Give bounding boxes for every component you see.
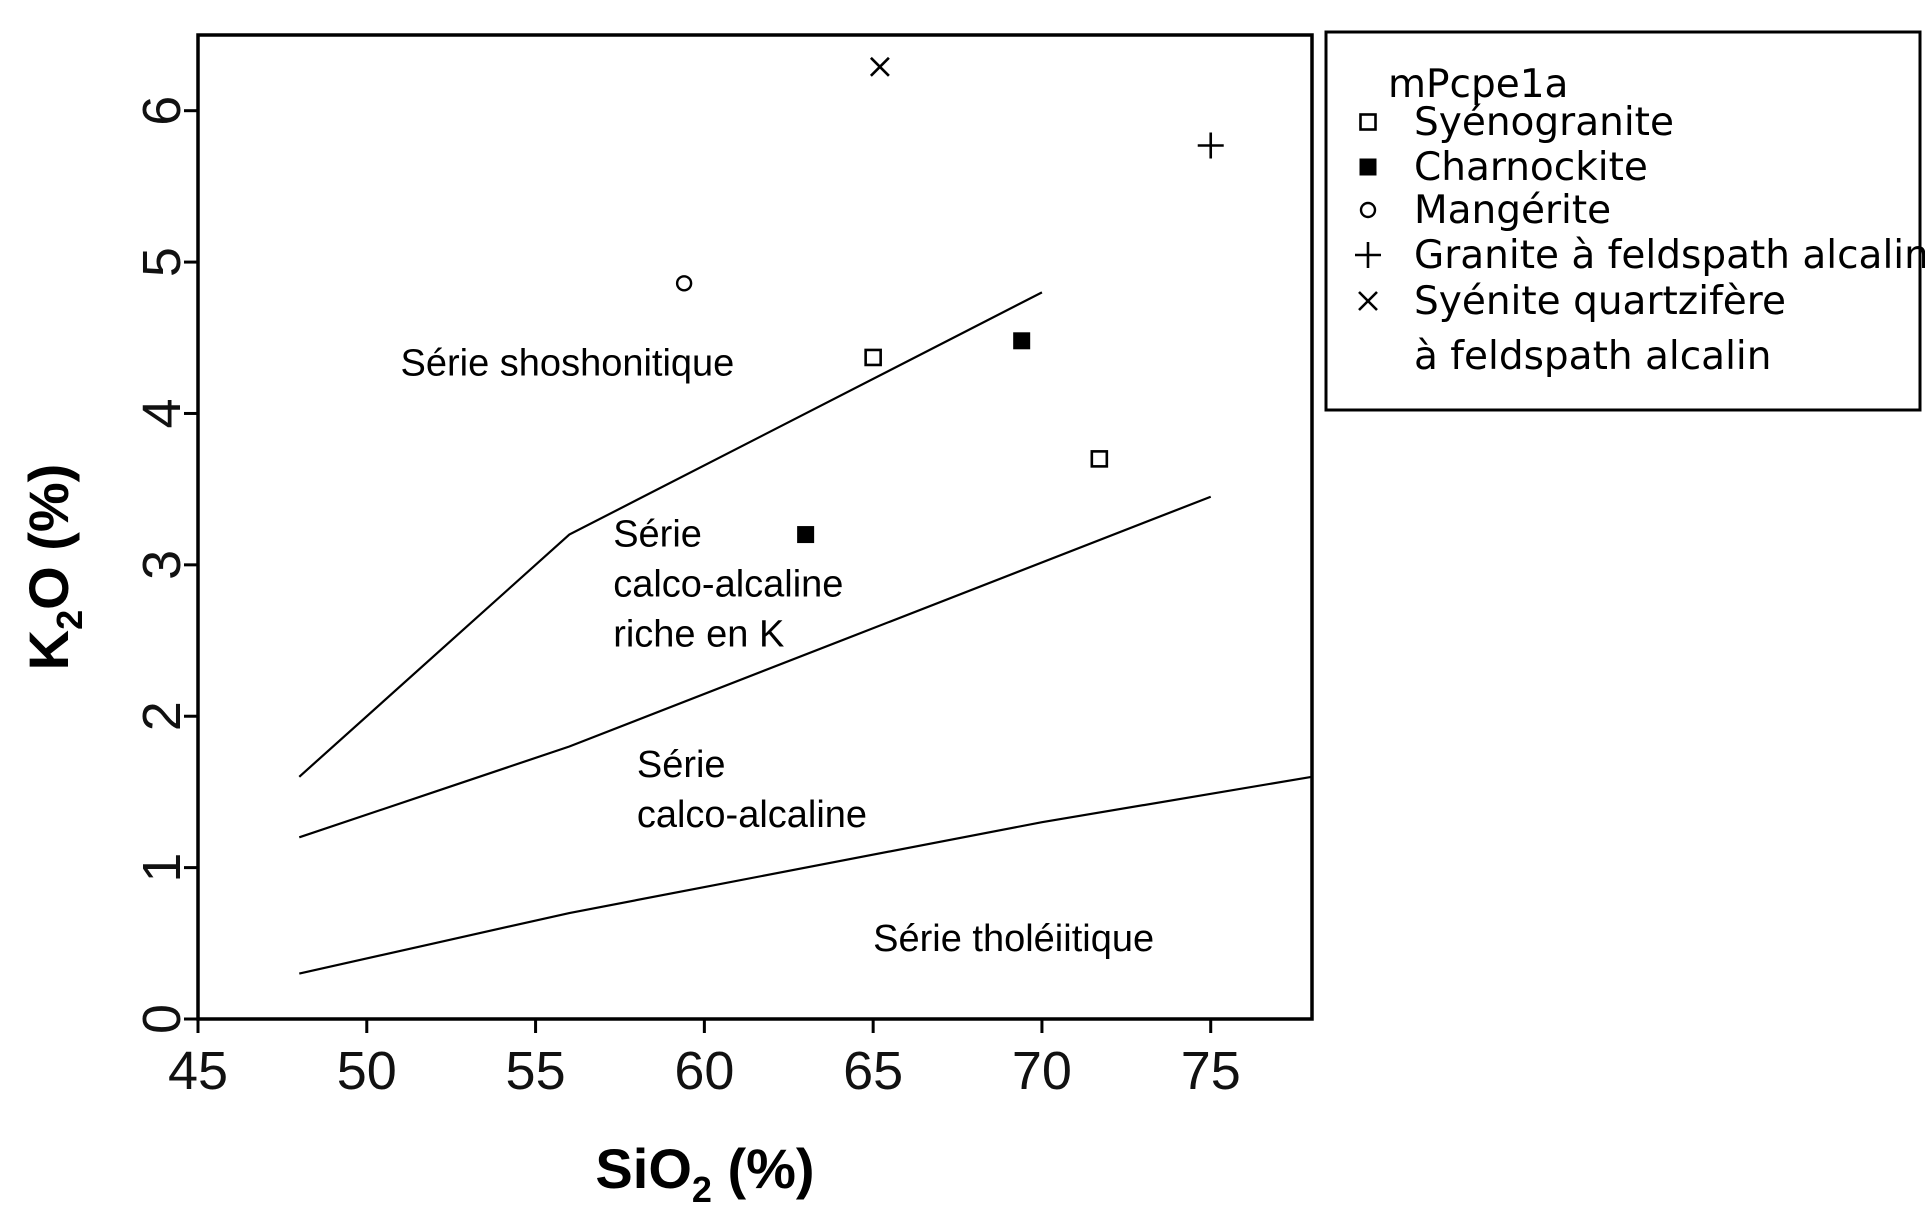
- boundary-line-3: [299, 775, 1313, 975]
- point-open-square-1: [864, 348, 882, 367]
- y-tick-label-1: 1: [132, 853, 192, 883]
- y-tick-label-6: 6: [132, 96, 192, 126]
- y-axis-title: K2O (%): [17, 464, 90, 671]
- y-tick-label-0: 0: [132, 1004, 192, 1034]
- y-tick-label-5: 5: [132, 247, 192, 277]
- x-tick-label-55: 55: [506, 1041, 566, 1101]
- y-tick-label-4: 4: [132, 398, 192, 428]
- x-tick-label-45: 45: [168, 1041, 228, 1101]
- field-label-2-line-2: calco-alcaline: [613, 564, 843, 606]
- legend-label-4: Granite à feldspath alcalin: [1414, 233, 1925, 278]
- x-tick-label-50: 50: [337, 1041, 397, 1101]
- legend-label-5: Syénite quartzifère: [1414, 279, 1786, 324]
- point-filled-square-2: [797, 526, 815, 544]
- boundary-line-2: [298, 495, 1212, 839]
- legend-marker-cross: [1358, 291, 1378, 311]
- x-tick-label-65: 65: [843, 1041, 903, 1101]
- y-tick-label-3: 3: [132, 550, 192, 580]
- plot-frame: [196, 33, 1314, 1021]
- x-tick-label-75: 75: [1181, 1041, 1241, 1101]
- legend-box: [1324, 30, 1922, 412]
- field-label-3-line-1: Série: [637, 744, 726, 786]
- point-open-circle-1: [675, 275, 693, 292]
- boundary-line-1: [298, 291, 1043, 778]
- legend-title: mPcpe1a: [1388, 62, 1568, 107]
- x-tick-label-60: 60: [674, 1041, 734, 1101]
- legend-label-5-line-2: à feldspath alcalin: [1414, 334, 1771, 379]
- field-label-1-line-1: Série shoshonitique: [401, 343, 735, 385]
- data-points: [675, 56, 1224, 544]
- point-open-square-2: [1090, 450, 1109, 468]
- x-tick-label-70: 70: [1012, 1041, 1072, 1101]
- legend: mPcpe1a SyénograniteCharnockiteMangérite…: [1324, 30, 1925, 412]
- legend-label-3: Mangérite: [1414, 188, 1611, 233]
- point-filled-square-1: [1013, 332, 1031, 350]
- field-label-2-line-3: riche en K: [613, 614, 784, 656]
- legend-marker-plus: [1355, 242, 1381, 268]
- field-boundaries: [298, 291, 1313, 975]
- x-axis-title: SiO2 (%): [595, 1137, 814, 1210]
- point-cross-1: [869, 56, 890, 77]
- field-labels: Série shoshonitique Série calco-alcaline ri…: [401, 343, 1155, 960]
- y-axis: 0 1 2 3 4 5 6: [132, 96, 198, 1034]
- legend-label-2: Charnockite: [1414, 145, 1648, 190]
- legend-marker-open-circle: [1359, 201, 1377, 219]
- legend-marker-filled-square: [1359, 158, 1377, 176]
- legend-marker-open-square: [1359, 113, 1377, 131]
- point-plus-1: [1197, 132, 1224, 159]
- y-tick-label-2: 2: [132, 701, 192, 731]
- field-label-3-line-2: calco-alcaline: [637, 794, 867, 836]
- x-axis: 45 50 55 60 65 70 75: [168, 1019, 1241, 1101]
- field-label-4-line-1: Série tholéiitique: [873, 918, 1154, 960]
- legend-label-1: Syénogranite: [1414, 100, 1674, 145]
- field-label-2-line-1: Série: [613, 514, 702, 556]
